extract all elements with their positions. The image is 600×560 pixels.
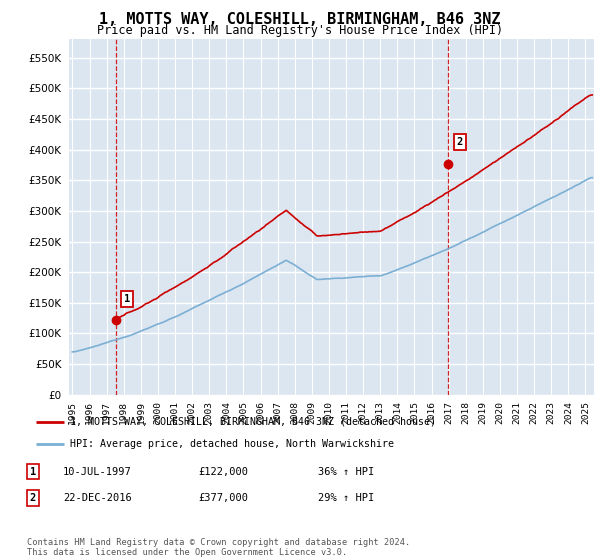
Text: HPI: Average price, detached house, North Warwickshire: HPI: Average price, detached house, Nort… — [70, 438, 394, 449]
Text: 1, MOTTS WAY, COLESHILL, BIRMINGHAM, B46 3NZ (detached house): 1, MOTTS WAY, COLESHILL, BIRMINGHAM, B46… — [70, 417, 436, 427]
Text: 10-JUL-1997: 10-JUL-1997 — [63, 466, 132, 477]
Text: 29% ↑ HPI: 29% ↑ HPI — [318, 493, 374, 503]
Text: 36% ↑ HPI: 36% ↑ HPI — [318, 466, 374, 477]
Text: 1: 1 — [124, 293, 130, 304]
Text: Contains HM Land Registry data © Crown copyright and database right 2024.
This d: Contains HM Land Registry data © Crown c… — [27, 538, 410, 557]
Text: 2: 2 — [30, 493, 36, 503]
Text: Price paid vs. HM Land Registry's House Price Index (HPI): Price paid vs. HM Land Registry's House … — [97, 24, 503, 37]
Text: 1: 1 — [30, 466, 36, 477]
Text: £377,000: £377,000 — [198, 493, 248, 503]
Text: 1, MOTTS WAY, COLESHILL, BIRMINGHAM, B46 3NZ: 1, MOTTS WAY, COLESHILL, BIRMINGHAM, B46… — [99, 12, 501, 27]
Text: 22-DEC-2016: 22-DEC-2016 — [63, 493, 132, 503]
Text: £122,000: £122,000 — [198, 466, 248, 477]
Text: 2: 2 — [457, 137, 463, 147]
